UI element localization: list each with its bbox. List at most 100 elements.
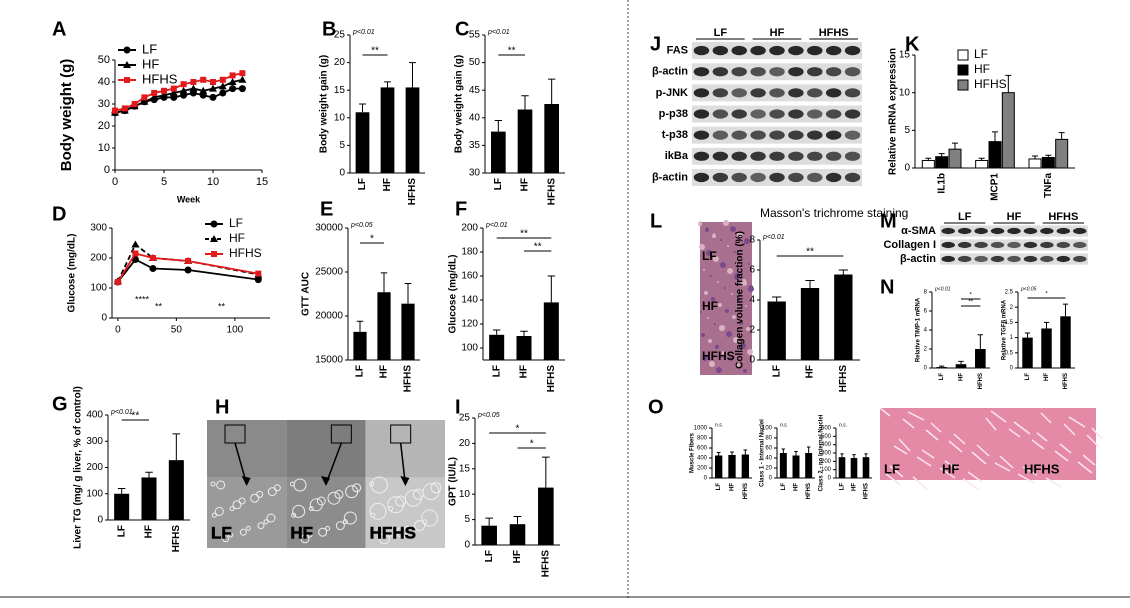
x-tick-label: HFHS <box>1063 373 1069 389</box>
y-tick-label: 300 <box>821 451 832 457</box>
error-bar <box>805 280 815 288</box>
panel-letter: B <box>322 18 336 40</box>
x-tick-label: LF <box>493 178 504 190</box>
blot-band <box>693 130 710 140</box>
marker <box>209 84 217 92</box>
x-tick-label: HFHS <box>546 178 557 206</box>
marker <box>185 258 192 264</box>
texture <box>387 496 405 514</box>
bar <box>767 301 786 360</box>
row-label: α-SMA <box>901 225 936 237</box>
bar <box>1055 138 1069 169</box>
texture <box>740 343 746 349</box>
y-axis-label: Class 1 - Internal Nuclei <box>760 419 766 487</box>
blot-band <box>788 67 804 77</box>
bar <box>741 454 749 478</box>
error-bar <box>840 453 844 458</box>
y-tick-label: 25 <box>459 413 471 424</box>
texture <box>713 256 719 262</box>
texture <box>300 534 310 544</box>
panel-letter: C <box>455 18 469 40</box>
texture <box>717 281 719 283</box>
bar <box>921 159 935 169</box>
texture <box>214 506 224 516</box>
blot-band <box>769 67 785 77</box>
y-tick-label: 20000 <box>315 311 343 322</box>
blot-band <box>788 88 804 98</box>
texture <box>715 345 719 349</box>
texture <box>718 303 722 307</box>
blot-band <box>974 241 988 249</box>
blot-band <box>957 255 972 263</box>
blot-band <box>693 172 710 183</box>
blot-band <box>769 45 785 56</box>
texture <box>734 251 736 253</box>
texture <box>721 329 723 331</box>
image-label: HFHS <box>702 349 735 363</box>
sig-label: ** <box>131 411 139 422</box>
blot-band <box>693 109 710 119</box>
texture <box>705 228 709 232</box>
blot-band <box>807 45 823 56</box>
texture <box>708 339 712 343</box>
error-bar <box>409 62 416 88</box>
texture <box>726 331 732 337</box>
texture <box>912 476 928 490</box>
lane-label: HF <box>1007 211 1022 223</box>
y-tick-label: 600 <box>821 426 832 432</box>
blot-band <box>788 109 804 119</box>
x-tick-label: HFHS <box>806 483 812 499</box>
y-tick-label: 10 <box>459 489 471 500</box>
panel-letter: M <box>880 210 897 232</box>
sig-label: * <box>1045 292 1048 298</box>
bar <box>728 455 736 478</box>
y-tick-label: 2 <box>749 325 755 336</box>
panel-letter: E <box>320 198 333 220</box>
blot-band <box>844 67 861 77</box>
bar <box>862 457 870 478</box>
image-label: LF <box>211 523 232 542</box>
texture <box>879 407 891 417</box>
texture <box>727 245 729 247</box>
x-tick-label: HF <box>512 550 523 563</box>
y-tick-label: 5 <box>339 140 345 151</box>
y-tick-label: 15 <box>899 50 911 61</box>
bar <box>834 274 853 360</box>
blot-band <box>769 151 785 161</box>
marker <box>209 93 217 101</box>
texture <box>706 250 712 256</box>
x-tick-label: HFHS <box>546 365 557 393</box>
texture <box>741 280 747 286</box>
blot-band <box>844 109 861 119</box>
texture <box>743 369 747 373</box>
texture <box>422 483 440 501</box>
blot-band <box>1073 241 1087 249</box>
error-bar <box>864 453 868 458</box>
panel-letter: O <box>648 396 664 418</box>
bar <box>401 303 415 360</box>
texture <box>211 512 217 518</box>
y-axis-label: Glucose (mg/dL) <box>67 234 78 313</box>
x-tick-label: 100 <box>227 325 244 336</box>
texture <box>907 411 925 421</box>
bar <box>114 493 130 520</box>
image-title: Masson's trichrome staining <box>760 206 908 220</box>
histology-top <box>286 420 366 478</box>
texture <box>727 268 733 274</box>
y-tick-label: 45 <box>469 85 481 96</box>
blot-band <box>1040 227 1054 235</box>
panel-letter: H <box>215 396 229 418</box>
y-tick-label: 15000 <box>315 355 343 366</box>
bar <box>509 524 526 545</box>
legend-label: HFHS <box>229 246 262 260</box>
blot-band <box>1023 227 1038 235</box>
p-value: n.s. <box>839 422 847 428</box>
error-bar <box>852 454 856 458</box>
y-tick-label: 40 <box>98 76 110 88</box>
x-tick-label: HFHS <box>407 178 418 206</box>
texture <box>889 465 904 478</box>
error-bar <box>992 131 998 142</box>
texture <box>736 363 740 367</box>
texture <box>744 238 750 244</box>
